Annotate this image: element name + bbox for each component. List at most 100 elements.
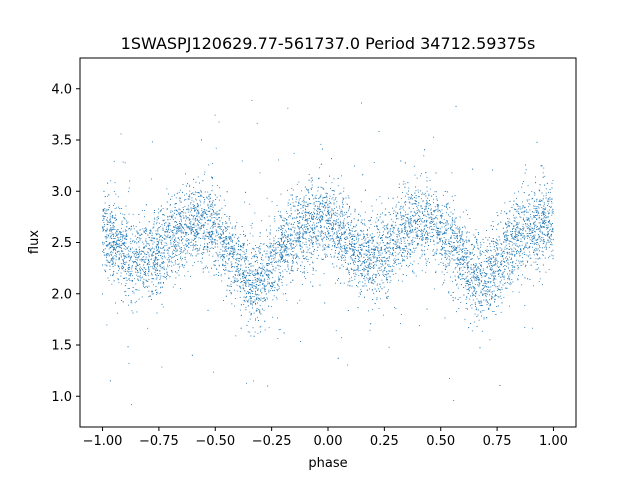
data-point xyxy=(343,282,345,284)
data-point xyxy=(528,199,530,201)
data-point xyxy=(237,265,238,267)
data-point xyxy=(343,227,345,229)
data-point xyxy=(319,217,321,219)
data-point xyxy=(326,219,328,221)
data-point xyxy=(276,298,278,300)
data-point xyxy=(414,250,416,252)
data-point xyxy=(458,308,460,309)
data-point xyxy=(300,264,302,266)
data-point xyxy=(218,272,220,273)
data-point xyxy=(460,274,462,276)
data-point xyxy=(132,240,134,241)
data-point xyxy=(489,261,491,262)
data-point xyxy=(485,286,487,287)
data-point xyxy=(538,200,540,202)
data-point xyxy=(371,205,373,207)
data-point xyxy=(110,221,112,223)
data-point xyxy=(312,237,314,239)
data-point xyxy=(319,204,320,206)
data-point xyxy=(189,226,191,228)
data-point xyxy=(208,254,210,256)
data-point xyxy=(422,200,424,202)
data-point xyxy=(180,258,182,259)
data-point xyxy=(323,206,324,208)
data-point xyxy=(512,291,514,293)
data-point xyxy=(366,234,368,235)
data-point xyxy=(276,242,277,244)
data-point xyxy=(541,226,542,228)
data-point xyxy=(522,183,523,185)
data-point xyxy=(465,252,467,254)
data-point xyxy=(518,275,519,276)
data-point xyxy=(360,273,362,274)
data-point xyxy=(306,226,307,228)
data-point xyxy=(315,205,316,207)
data-point xyxy=(369,277,371,278)
data-point xyxy=(341,175,342,177)
data-point xyxy=(273,253,275,255)
data-point xyxy=(481,266,482,267)
data-point xyxy=(358,275,360,276)
data-point xyxy=(417,244,419,246)
data-point xyxy=(127,248,128,250)
data-point xyxy=(407,235,408,237)
data-point xyxy=(498,272,500,274)
data-point xyxy=(193,194,194,195)
data-point xyxy=(345,197,347,199)
data-point xyxy=(312,262,314,264)
data-point xyxy=(132,275,134,277)
data-point xyxy=(111,211,113,212)
data-point xyxy=(273,250,275,252)
data-point xyxy=(170,210,172,212)
data-point xyxy=(516,227,517,229)
data-point xyxy=(110,180,112,182)
data-point xyxy=(187,225,189,227)
data-point xyxy=(254,301,256,303)
data-point xyxy=(250,313,252,315)
data-point xyxy=(104,264,106,266)
data-point xyxy=(427,241,428,243)
data-point xyxy=(394,307,396,308)
data-point xyxy=(311,237,312,239)
data-point xyxy=(155,269,157,271)
data-point xyxy=(485,281,487,282)
data-point xyxy=(163,214,165,216)
data-point xyxy=(334,252,336,254)
data-point xyxy=(309,235,311,237)
data-point xyxy=(477,300,479,302)
data-point xyxy=(545,209,547,211)
data-point xyxy=(321,211,323,213)
data-point xyxy=(354,272,356,274)
data-point xyxy=(524,246,526,248)
data-point xyxy=(279,255,281,257)
data-point xyxy=(258,288,259,290)
data-point xyxy=(245,270,247,271)
data-point xyxy=(226,227,227,229)
data-point xyxy=(230,240,232,242)
data-point xyxy=(321,205,323,207)
data-point xyxy=(427,197,429,199)
data-point xyxy=(321,217,323,219)
data-point xyxy=(446,220,448,221)
data-point xyxy=(308,238,310,239)
data-point xyxy=(303,251,305,253)
data-point xyxy=(195,208,197,210)
data-point xyxy=(163,214,164,215)
data-point xyxy=(311,215,312,217)
data-point xyxy=(327,193,328,195)
data-point xyxy=(347,264,349,265)
data-point xyxy=(410,196,412,198)
data-point xyxy=(351,239,353,240)
data-point xyxy=(123,270,125,272)
data-point xyxy=(531,241,533,242)
data-point xyxy=(228,219,230,221)
data-point xyxy=(347,251,349,252)
data-point xyxy=(106,252,108,254)
data-point xyxy=(496,254,498,255)
data-point xyxy=(171,195,173,197)
data-point xyxy=(219,209,221,211)
data-point xyxy=(377,242,379,244)
data-point xyxy=(332,196,334,198)
data-point xyxy=(367,259,368,260)
data-point xyxy=(268,274,270,276)
